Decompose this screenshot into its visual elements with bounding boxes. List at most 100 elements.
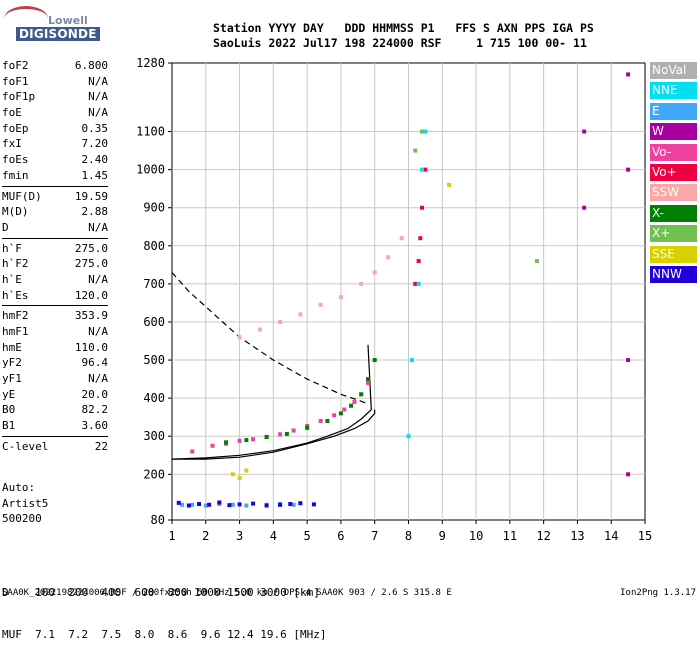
param-row-d: D N/A xyxy=(2,220,108,236)
logo-line2: DIGISONDE xyxy=(16,27,100,41)
param-row-fof1p: foF1p N/A xyxy=(2,89,108,105)
ionogram-chart: 1 2 3 4 5 6 7 8 9 10 11 12 13 14 158020030040050060070… xyxy=(136,56,652,543)
echo-point xyxy=(406,434,411,439)
param-value: 353.9 xyxy=(74,309,108,323)
echo-point xyxy=(365,380,370,385)
echo-point xyxy=(534,259,539,264)
legend-item-vominus: Vo- xyxy=(650,143,697,161)
param-name: M(D) xyxy=(2,205,29,219)
param-name: B0 xyxy=(2,403,16,417)
echo-point xyxy=(416,281,421,286)
profile-curve-b xyxy=(172,409,376,460)
echo-point xyxy=(278,319,283,324)
echo-point xyxy=(197,502,202,507)
echo-point xyxy=(186,503,191,508)
param-name: fxI xyxy=(2,137,22,151)
param-name: yF2 xyxy=(2,356,22,370)
echo-point xyxy=(420,167,425,172)
param-value: 2.88 xyxy=(81,205,109,219)
echo-point xyxy=(318,418,323,423)
echo-point xyxy=(626,472,631,477)
param-name: foE xyxy=(2,106,22,120)
echo-point xyxy=(349,403,354,408)
x-tick-label: 5 xyxy=(304,529,311,543)
param-name: foF2 xyxy=(2,59,29,72)
distance-row: D 100 200 400 600 800 1000 1500 3000 [km… xyxy=(2,586,320,599)
x-tick-label: 10 xyxy=(469,529,483,543)
auto-code: 500200 xyxy=(2,512,42,525)
param-value: 275.0 xyxy=(74,241,108,255)
echo-point xyxy=(386,255,391,260)
echo-point xyxy=(237,335,242,340)
echo-point xyxy=(298,312,303,317)
param-row-foe: foE N/A xyxy=(2,105,108,121)
param-name: foEp xyxy=(2,121,29,135)
footer-info: SAA0K_2022198224000.RSF / 280fx256h 50 k… xyxy=(2,588,452,598)
echo-point xyxy=(257,327,262,332)
param-value: 20.0 xyxy=(81,387,109,401)
echo-point xyxy=(251,437,256,442)
echo-point xyxy=(217,500,222,505)
param-value: 0.35 xyxy=(81,121,109,135)
auto-artist: Artist5 xyxy=(2,496,49,510)
echo-point xyxy=(626,358,631,363)
echo-point xyxy=(244,468,249,473)
echo-point xyxy=(244,438,249,443)
echo-point xyxy=(365,377,370,382)
y-tick-label: 1000 xyxy=(136,163,165,177)
param-value: 275.0 xyxy=(74,257,108,271)
param-row-fxi: fxI 7.20 xyxy=(2,136,108,152)
y-tick-label: 400 xyxy=(143,391,165,405)
param-name: foF1p xyxy=(2,90,36,104)
param-value: 3.60 xyxy=(81,419,109,433)
x-tick-label: 13 xyxy=(570,529,584,543)
param-value: N/A xyxy=(88,106,108,120)
distance-muf-table: D 100 200 400 600 800 1000 1500 3000 [km… xyxy=(2,558,327,656)
param-name: foEs xyxy=(2,153,29,167)
param-value: 82.2 xyxy=(81,403,109,417)
echo-point xyxy=(399,236,404,241)
param-row-md: M(D) 2.88 xyxy=(2,204,108,220)
y-tick-label: 80 xyxy=(151,513,165,527)
echo-point xyxy=(418,236,423,241)
param-row-b0: B0 82.2 xyxy=(2,402,108,418)
echo-point xyxy=(332,413,337,418)
param-name: yE xyxy=(2,387,16,401)
legend-item-voplus: Vo+ xyxy=(650,163,697,181)
param-value: N/A xyxy=(88,90,108,104)
echo-point xyxy=(305,425,310,430)
echo-point xyxy=(352,399,357,404)
echo-point xyxy=(359,281,364,286)
param-name: hmF1 xyxy=(2,325,29,338)
legend-item-w: W xyxy=(650,123,697,141)
echo-point xyxy=(413,148,418,153)
legend-item-e: E xyxy=(650,102,697,120)
echo-point xyxy=(626,167,631,172)
echo-point xyxy=(264,503,269,508)
param-name: h`F xyxy=(2,241,22,255)
param-name: D xyxy=(2,220,9,234)
x-tick-label: 2 xyxy=(202,529,209,543)
echo-point xyxy=(176,500,181,505)
y-tick-label: 500 xyxy=(143,353,165,367)
y-tick-label: 900 xyxy=(143,201,165,215)
echo-point xyxy=(291,428,296,433)
param-name: yF1 xyxy=(2,372,22,386)
param-row-hmf2: hmF2 353.9 xyxy=(2,308,108,324)
param-value: N/A xyxy=(88,74,108,88)
version-label: Ion2Png 1.3.17 xyxy=(620,588,696,598)
param-value: 120.0 xyxy=(74,288,108,302)
y-tick-label: 600 xyxy=(143,315,165,329)
legend-item-xminus: X- xyxy=(650,204,697,222)
echo-point xyxy=(359,392,364,397)
param-name: foF1 xyxy=(2,74,29,88)
x-tick-label: 7 xyxy=(371,529,378,543)
echo-point xyxy=(626,72,631,77)
x-tick-label: 4 xyxy=(270,529,277,543)
y-tick-label: 700 xyxy=(143,277,165,291)
legend-item-xplus: X+ xyxy=(650,225,697,243)
param-name: hmF2 xyxy=(2,309,29,323)
param-row-foep: foEp 0.35 xyxy=(2,121,108,137)
echo-point xyxy=(264,434,269,439)
echo-point xyxy=(284,431,289,436)
